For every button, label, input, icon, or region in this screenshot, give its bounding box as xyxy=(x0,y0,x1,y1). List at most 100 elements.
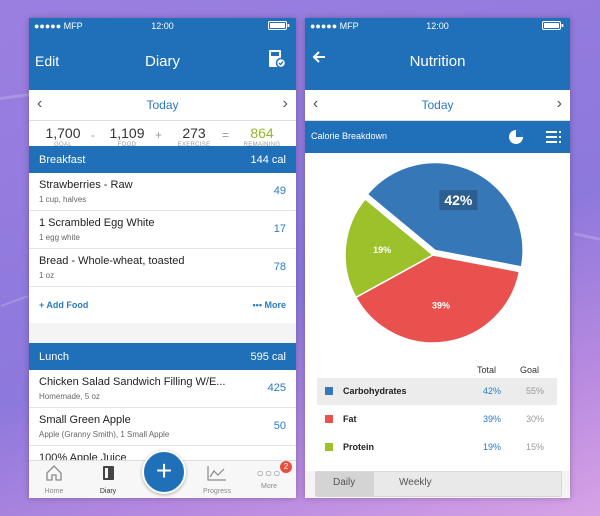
pie-slice-carbohydrates[interactable] xyxy=(366,161,524,268)
tab-progress[interactable]: Progress xyxy=(192,464,242,495)
food-item[interactable]: 1 Scrambled Egg White 1 egg white 17 xyxy=(29,211,296,249)
chevron-right-icon[interactable]: › xyxy=(282,95,288,112)
food-calories: 425 xyxy=(267,382,286,394)
legend-row: Fat 39% 30% xyxy=(317,406,557,433)
equals-operator: = xyxy=(222,128,230,142)
home-icon xyxy=(46,465,62,481)
diary-header: Edit Diary xyxy=(29,35,296,90)
carrier-label: ●●●●● MFP xyxy=(34,21,83,31)
progress-chart-icon xyxy=(207,466,226,481)
section-calories: 595 cal xyxy=(250,351,286,363)
carrier-label: ●●●●● MFP xyxy=(310,21,359,31)
slice-label-highlight xyxy=(439,190,478,211)
segment-daily[interactable]: Daily xyxy=(333,477,356,488)
food-item[interactable]: Chicken Salad Sandwich Filling W/E... Ho… xyxy=(29,370,296,408)
goal-value: 1,700 xyxy=(45,125,81,141)
food-item[interactable]: Small Green Apple Apple (Granny Smith), … xyxy=(29,408,296,446)
legend-total: 19% xyxy=(483,442,502,452)
legend-goal: 55% xyxy=(526,386,545,396)
notification-badge: 2 xyxy=(280,461,292,473)
minus-operator: - xyxy=(91,128,95,142)
pie-chart-area: 42% 39% 19% xyxy=(305,153,570,353)
food-caption: FOOD xyxy=(117,142,137,148)
page-title: Diary xyxy=(144,53,180,70)
legend-total: 39% xyxy=(483,414,502,424)
lunch-header[interactable]: Lunch 595 cal xyxy=(29,343,296,370)
pie-slice-fat[interactable] xyxy=(354,254,521,344)
tab-home[interactable]: Home xyxy=(29,464,79,495)
nutrition-header: Nutrition xyxy=(305,35,570,90)
chevron-right-icon[interactable]: › xyxy=(556,95,562,112)
remaining-value: 864 xyxy=(250,125,274,141)
pie-slice-protein[interactable] xyxy=(344,197,435,299)
more-dots-icon: ○○○ xyxy=(256,466,282,480)
date-navigator: ‹ Today › xyxy=(305,90,570,121)
legend-row: Protein 19% 15% xyxy=(317,434,557,461)
slice-label-fat: 39% xyxy=(432,300,450,310)
tab-more-label: More xyxy=(261,483,277,490)
diary-screen: ●●●●● MFP 12:00 Edit Diary ‹ Today › 1,7… xyxy=(29,18,296,498)
goal-column-header: Goal xyxy=(520,365,540,375)
food-desc: Homemade, 5 oz xyxy=(39,392,100,401)
section-name: Breakfast xyxy=(39,154,86,166)
pie-chart-icon[interactable] xyxy=(508,129,524,150)
breakfast-header[interactable]: Breakfast 144 cal xyxy=(29,146,296,173)
legend-goal: 30% xyxy=(526,414,545,424)
exercise-caption: EXERCISE xyxy=(177,142,211,148)
chart-title: Calorie Breakdown xyxy=(311,131,388,141)
exercise-value: 273 xyxy=(182,125,206,141)
segment-active-highlight xyxy=(316,472,374,496)
food-name: Strawberries - Raw xyxy=(39,179,133,191)
legend-name: Protein xyxy=(343,442,375,452)
food-desc: 1 cup, halves xyxy=(39,195,87,204)
chevron-left-icon[interactable]: ‹ xyxy=(37,95,43,112)
legend-swatch-2 xyxy=(325,443,333,451)
tab-diary[interactable]: Diary xyxy=(83,464,133,495)
food-desc: 1 egg white xyxy=(39,233,80,242)
date-label[interactable]: Today xyxy=(421,98,454,112)
legend-name: Fat xyxy=(343,414,357,424)
food-name: Small Green Apple xyxy=(39,414,131,426)
list-view-icon[interactable] xyxy=(546,130,562,149)
tab-diary-label: Diary xyxy=(99,488,117,495)
legend-name: Carbohydrates xyxy=(343,386,407,396)
food-calories: 49 xyxy=(273,185,286,197)
period-segmented-control: Daily Weekly xyxy=(315,471,562,497)
battery-icon xyxy=(542,21,564,32)
pie-chart: 42% 39% 19% xyxy=(344,161,524,344)
chevron-left-icon[interactable]: ‹ xyxy=(313,95,319,112)
battery-icon xyxy=(268,21,290,32)
chart-header: Calorie Breakdown xyxy=(305,121,570,153)
food-calories: 50 xyxy=(273,420,286,432)
page-title: Nutrition xyxy=(409,53,466,70)
back-arrow-icon[interactable] xyxy=(311,49,327,68)
food-item[interactable]: Bread - Whole-wheat, toasted 1 oz 78 xyxy=(29,249,296,287)
food-calories: 17 xyxy=(273,223,286,235)
section-name: Lunch xyxy=(39,351,69,363)
date-navigator: ‹ Today › xyxy=(29,90,296,121)
breakfast-actions: + Add Food ••• More xyxy=(29,287,296,323)
quick-add-button[interactable]: + xyxy=(142,450,186,494)
tab-progress-label: Progress xyxy=(202,488,231,495)
save-diary-icon[interactable] xyxy=(268,49,287,74)
plus-operator: + xyxy=(155,128,163,142)
nutrient-legend: Total Goal Carbohydrates 42% 55% Fat 39%… xyxy=(305,353,570,471)
date-label[interactable]: Today xyxy=(146,98,179,112)
food-value: 1,109 xyxy=(109,125,145,141)
more-button[interactable]: ••• More xyxy=(252,300,286,310)
exercise-summary: 273 EXERCISE xyxy=(169,125,219,148)
goal-summary: 1,700 GOAL xyxy=(41,125,85,148)
remaining-caption: REMAINING xyxy=(243,142,281,148)
status-time: 12:00 xyxy=(426,21,449,31)
food-summary: 1,109 FOOD xyxy=(103,125,151,148)
total-column-header: Total xyxy=(477,365,497,375)
nutrition-screen: ●●●●● MFP 12:00 Nutrition ‹ Today › Calo… xyxy=(305,18,570,498)
tab-more[interactable]: ○○○ 2 More xyxy=(244,461,294,490)
food-item[interactable]: Strawberries - Raw 1 cup, halves 49 xyxy=(29,173,296,211)
tab-home-label: Home xyxy=(44,488,64,495)
edit-button[interactable]: Edit xyxy=(35,53,60,69)
segment-weekly[interactable]: Weekly xyxy=(399,477,432,488)
goal-caption: GOAL xyxy=(54,142,72,148)
add-food-button[interactable]: + Add Food xyxy=(39,300,89,310)
legend-goal: 15% xyxy=(526,442,545,452)
